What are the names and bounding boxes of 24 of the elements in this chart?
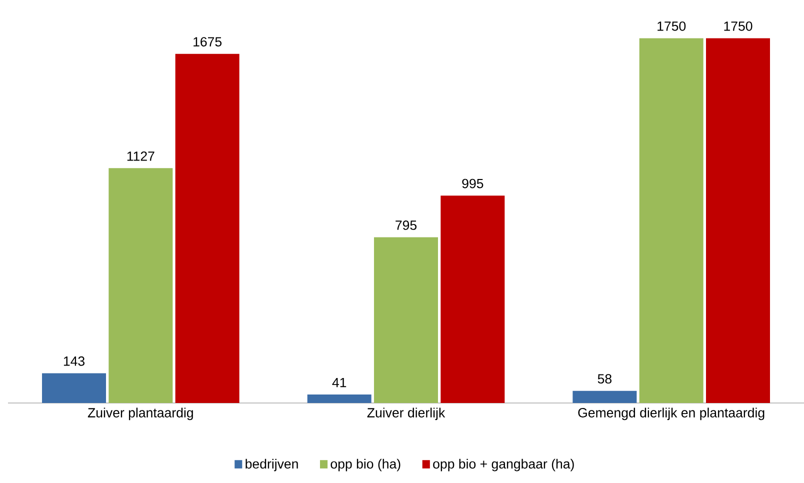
bar [108,168,173,403]
data-label: 795 [396,220,417,230]
bar [706,38,770,403]
x-tick-label: Zuiver dierlijk [367,408,446,420]
x-tick-label: Gemengd dierlijk en plantaardig [578,408,764,420]
bar [374,237,438,403]
data-label: 58 [598,374,612,384]
bar [307,394,372,403]
legend-label: bedrijven [246,458,298,472]
x-tick-label: Zuiver plantaardig [88,408,193,420]
data-label: 143 [64,356,85,366]
bar [639,38,704,403]
data-label: 1750 [724,21,752,31]
bar [175,54,240,403]
data-label: 41 [332,378,346,388]
bar [42,373,106,403]
data-label: 1675 [194,37,222,46]
bar [440,196,505,403]
data-label: 1750 [658,21,686,31]
data-label: 1127 [127,151,154,161]
bar [572,390,637,403]
data-label: 995 [462,178,484,188]
legend-label: opp bio (ha) [330,458,400,472]
legend-label: opp bio + gangbaar (ha) [433,458,574,472]
